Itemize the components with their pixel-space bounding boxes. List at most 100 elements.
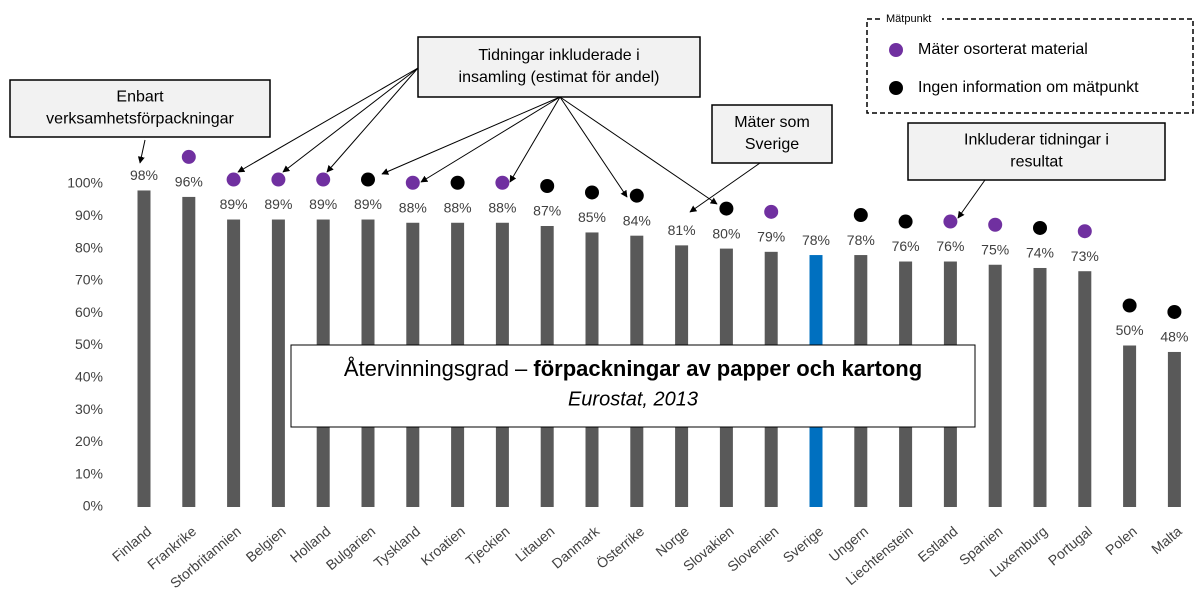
value-label: 50% — [1116, 322, 1144, 338]
title-bold: förpackningar av papper och kartong — [533, 356, 922, 381]
annotation-arrow — [509, 96, 561, 183]
value-label: 89% — [354, 196, 382, 212]
annotation-text: Enbart — [116, 89, 164, 106]
x-tick-label: Danmark — [549, 522, 604, 571]
value-label: 88% — [488, 199, 516, 215]
annotation-arrow — [237, 67, 419, 173]
legend-box — [866, 18, 1194, 114]
annotation-arrow — [137, 139, 146, 164]
x-tick-label: Polen — [1102, 523, 1140, 558]
annotation-text: verksamhetsförpackningar — [46, 111, 234, 128]
marker-dot — [405, 175, 420, 190]
title-box — [290, 344, 976, 428]
annotation-box — [417, 36, 701, 98]
value-label: 84% — [623, 212, 651, 228]
value-label: 98% — [130, 167, 158, 183]
y-tick-label: 50% — [75, 336, 103, 352]
marker-dot — [943, 214, 958, 229]
x-tick-label: Österrike — [593, 522, 648, 572]
y-tick-label: 80% — [75, 239, 103, 255]
y-tick-label: 70% — [75, 272, 103, 288]
legend-title: Mätpunkt — [886, 13, 931, 25]
marker-dot — [540, 178, 555, 193]
x-tick-label: Belgien — [243, 523, 289, 565]
value-label: 87% — [533, 203, 561, 219]
x-tick-label: Tjeckien — [462, 523, 512, 569]
value-label: 89% — [309, 196, 337, 212]
bar — [1033, 267, 1047, 507]
bar — [271, 219, 285, 507]
annotation-box — [711, 104, 833, 164]
y-tick-label: 100% — [67, 175, 103, 191]
marker-dot — [1033, 220, 1047, 235]
marker-dot — [1077, 224, 1092, 239]
x-tick-label: Kroatien — [418, 523, 468, 569]
value-label: 81% — [668, 222, 696, 238]
annotation-text: Tidningar inkluderade i — [478, 47, 639, 64]
chart-subtitle: Eurostat, 2013 — [568, 388, 698, 410]
y-tick-label: 0% — [83, 498, 103, 514]
y-tick-label: 60% — [75, 304, 103, 320]
marker-dot — [181, 149, 196, 164]
annotation-text: Inkluderar tidningar i — [964, 132, 1109, 149]
marker-dot — [629, 188, 644, 203]
marker-dot — [898, 214, 913, 229]
bar — [137, 190, 151, 507]
marker-dot — [1122, 298, 1137, 313]
x-tick-label: Portugal — [1045, 523, 1095, 569]
value-label: 78% — [802, 232, 830, 248]
marker-dot — [450, 175, 465, 190]
value-label: 48% — [1160, 329, 1188, 345]
value-label: 88% — [399, 199, 427, 215]
legend-swatch — [889, 43, 903, 57]
value-label: 79% — [757, 229, 785, 245]
annotation-arrow — [559, 96, 718, 205]
bar — [227, 219, 241, 507]
annotation-box — [907, 122, 1166, 181]
value-label: 88% — [444, 199, 472, 215]
legend-swatch — [889, 81, 903, 95]
marker-dot — [988, 217, 1003, 232]
value-label: 89% — [220, 196, 248, 212]
marker-dot — [271, 172, 286, 187]
value-label: 89% — [264, 196, 292, 212]
x-tick-label: Bulgarien — [323, 523, 379, 573]
marker-dot — [719, 201, 734, 216]
marker-dot — [226, 172, 241, 187]
y-tick-label: 10% — [75, 465, 103, 481]
x-tick-label: Norge — [652, 523, 692, 560]
marker-dot — [361, 172, 375, 187]
value-label: 75% — [981, 241, 1009, 257]
marker-dot — [853, 208, 868, 223]
marker-dot — [316, 172, 331, 187]
value-label: 76% — [936, 238, 964, 254]
annotation-text: Mäter som — [734, 114, 810, 131]
annotation-text: insamling (estimat för andel) — [459, 69, 660, 86]
title-normal: Återvinningsgrad – — [344, 356, 528, 381]
legend-title-bg — [880, 10, 942, 28]
value-label: 78% — [847, 232, 875, 248]
legend-label: Mäter osorterat material — [918, 41, 1088, 58]
annotation-arrow — [689, 162, 761, 213]
annotation-text: resultat — [1010, 154, 1063, 171]
x-tick-label: Tyskland — [371, 523, 424, 571]
annotation-arrow — [326, 67, 419, 173]
x-tick-label: Estland — [915, 523, 961, 565]
marker-dot — [764, 204, 779, 219]
annotation-arrow — [957, 179, 986, 219]
legend-label: Ingen information om mätpunkt — [918, 79, 1139, 96]
x-tick-label: Sverige — [780, 523, 827, 566]
annotation-text: Sverige — [745, 136, 799, 153]
bar — [1078, 271, 1092, 507]
marker-dot — [495, 175, 510, 190]
bar — [182, 196, 196, 508]
value-label: 80% — [712, 225, 740, 241]
bar — [988, 264, 1002, 507]
annotation-box — [9, 79, 271, 138]
y-tick-label: 90% — [75, 207, 103, 223]
y-tick-label: 20% — [75, 433, 103, 449]
bar — [1167, 351, 1181, 507]
marker-dot — [1167, 304, 1182, 319]
value-label: 85% — [578, 209, 606, 225]
